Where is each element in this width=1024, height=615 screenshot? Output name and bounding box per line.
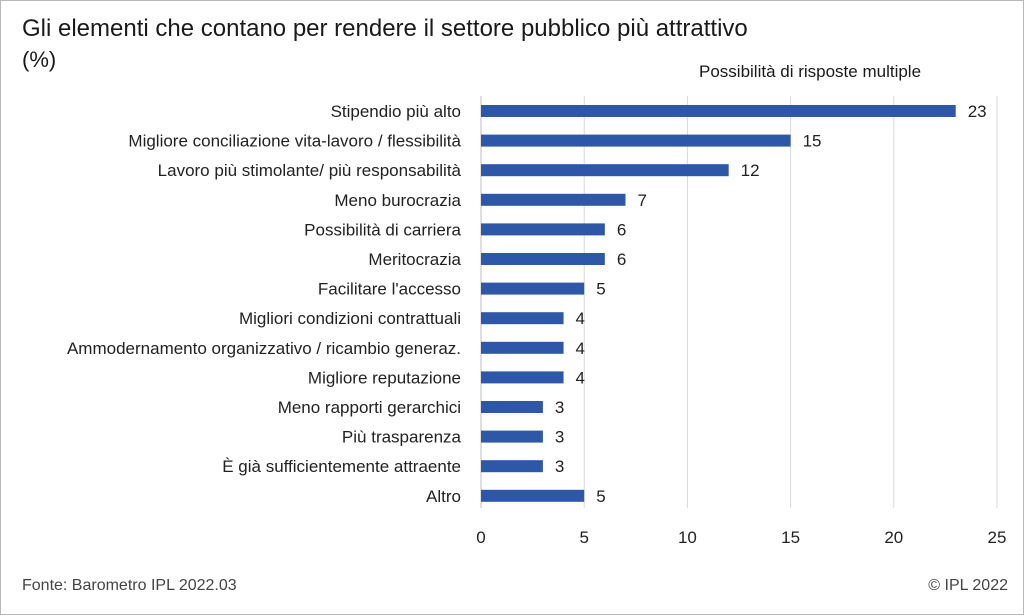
data-label: 4 xyxy=(576,309,585,328)
bar xyxy=(481,282,585,295)
category-label: Migliore conciliazione vita-lavoro / fle… xyxy=(128,132,461,151)
category-label: Migliore reputazione xyxy=(308,368,461,387)
x-tick-label: 5 xyxy=(579,528,588,547)
data-label: 15 xyxy=(803,132,822,151)
source-note: Fonte: Barometro IPL 2022.03 xyxy=(22,577,237,594)
category-label: Meno burocrazia xyxy=(334,191,461,210)
data-label: 5 xyxy=(596,280,605,299)
data-label: 7 xyxy=(637,191,646,210)
chart-note: Possibilità di risposte multiple xyxy=(699,62,922,81)
data-label: 23 xyxy=(968,102,987,121)
x-tick-label: 25 xyxy=(988,528,1007,547)
bar xyxy=(481,401,543,413)
x-tick-label: 15 xyxy=(781,528,800,547)
bar xyxy=(481,371,564,384)
bar xyxy=(481,164,729,177)
data-label: 6 xyxy=(617,220,626,239)
chart-unit: (%) xyxy=(22,47,57,72)
data-label: 12 xyxy=(741,161,760,180)
bar xyxy=(481,460,543,473)
bar xyxy=(481,253,605,265)
category-label: È già sufficientemente attraente xyxy=(222,457,461,476)
data-label: 3 xyxy=(555,398,564,417)
category-label: Meritocrazia xyxy=(368,250,461,269)
data-label: 3 xyxy=(555,457,564,476)
category-label: Facilitare l'accesso xyxy=(318,280,461,299)
chart-title: Gli elementi che contano per rendere il … xyxy=(22,15,748,42)
category-label: Meno rapporti gerarchici xyxy=(278,398,461,417)
x-tick-label: 10 xyxy=(678,528,697,547)
category-label: Più trasparenza xyxy=(342,428,462,447)
bar xyxy=(481,312,564,325)
data-label: 4 xyxy=(576,339,585,358)
category-label: Ammodernamento organizzativo / ricambio … xyxy=(67,339,461,358)
bar xyxy=(481,193,626,206)
bar xyxy=(481,489,585,502)
bar xyxy=(481,341,564,354)
bar xyxy=(481,430,543,443)
category-label: Lavoro più stimolante/ più responsabilit… xyxy=(158,161,462,180)
category-label: Migliori condizioni contrattuali xyxy=(239,309,461,328)
category-label: Possibilità di carriera xyxy=(304,220,461,239)
copyright-note: © IPL 2022 xyxy=(928,577,1008,594)
category-label: Stipendio più alto xyxy=(331,102,461,121)
bar xyxy=(481,105,956,117)
x-tick-label: 20 xyxy=(884,528,903,547)
data-label: 5 xyxy=(596,487,605,506)
category-label: Altro xyxy=(426,487,461,506)
bar xyxy=(481,223,605,236)
data-label: 6 xyxy=(617,250,626,269)
data-label: 3 xyxy=(555,428,564,447)
data-label: 4 xyxy=(576,368,585,387)
bar xyxy=(481,134,791,147)
x-tick-label: 0 xyxy=(476,528,485,547)
